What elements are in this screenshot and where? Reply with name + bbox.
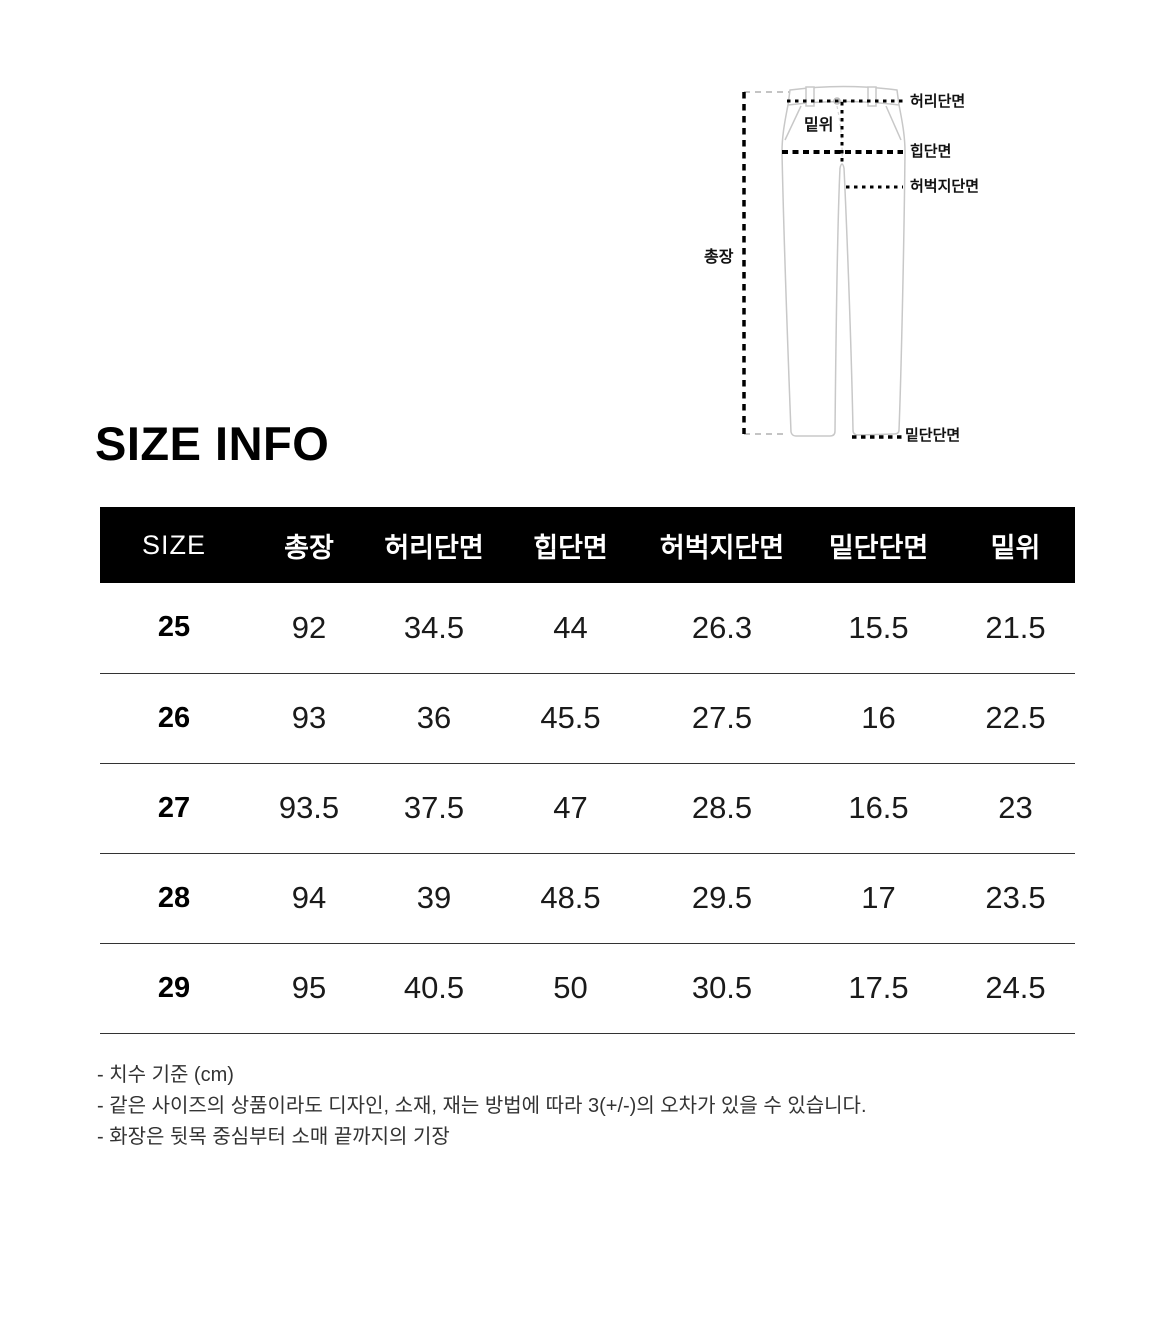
value-cell: 45.5 xyxy=(498,673,643,764)
diagram-label-waist: 허리단면 xyxy=(910,93,966,110)
diagram-label-thigh: 허벅지단면 xyxy=(910,178,980,195)
col-header-total-length: 총장 xyxy=(248,507,370,583)
size-cell: 27 xyxy=(100,763,248,854)
size-cell: 29 xyxy=(100,943,248,1034)
diagram-label-total-length: 총장 xyxy=(704,249,734,266)
col-header-hem: 밑단단면 xyxy=(801,507,956,583)
size-note-tolerance: - 같은 사이즈의 상품이라도 디자인, 소재, 재는 방법에 따라 3(+/-… xyxy=(97,1095,867,1117)
value-cell: 50 xyxy=(498,943,643,1034)
size-cell: 28 xyxy=(100,853,248,944)
size-table-header-row: SIZE 총장 허리단면 힙단면 허벅지단면 밑단단면 밑위 xyxy=(100,507,1075,583)
value-cell: 15.5 xyxy=(801,583,956,674)
table-row-size-26: 26 93 36 45.5 27.5 16 22.5 xyxy=(100,673,1075,764)
value-cell: 36 xyxy=(370,673,498,764)
value-cell: 48.5 xyxy=(498,853,643,944)
value-cell: 27.5 xyxy=(643,673,801,764)
size-notes: - 치수 기준 (cm) - 같은 사이즈의 상품이라도 디자인, 소재, 재는… xyxy=(97,1060,867,1153)
value-cell: 30.5 xyxy=(643,943,801,1034)
col-header-rise: 밑위 xyxy=(956,507,1075,583)
col-header-waist: 허리단면 xyxy=(370,507,498,583)
size-cell: 25 xyxy=(100,583,248,674)
table-row-size-25: 25 92 34.5 44 26.3 15.5 21.5 xyxy=(100,583,1075,674)
value-cell: 39 xyxy=(370,853,498,944)
value-cell: 17.5 xyxy=(801,943,956,1034)
value-cell: 23.5 xyxy=(956,853,1075,944)
value-cell: 47 xyxy=(498,763,643,854)
page-title: SIZE INFO xyxy=(95,417,330,470)
value-cell: 92 xyxy=(248,583,370,674)
value-cell: 22.5 xyxy=(956,673,1075,764)
size-table-section: SIZE 총장 허리단면 힙단면 허벅지단면 밑단단면 밑위 25 92 34.… xyxy=(100,507,1075,1034)
value-cell: 21.5 xyxy=(956,583,1075,674)
table-row-size-27: 27 93.5 37.5 47 28.5 16.5 23 xyxy=(100,763,1075,854)
value-cell: 17 xyxy=(801,853,956,944)
value-cell: 93 xyxy=(248,673,370,764)
value-cell: 23 xyxy=(956,763,1075,854)
value-cell: 28.5 xyxy=(643,763,801,854)
value-cell: 29.5 xyxy=(643,853,801,944)
value-cell: 34.5 xyxy=(370,583,498,674)
value-cell: 16.5 xyxy=(801,763,956,854)
value-cell: 26.3 xyxy=(643,583,801,674)
table-row-size-29: 29 95 40.5 50 30.5 17.5 24.5 xyxy=(100,943,1075,1034)
col-header-thigh: 허벅지단면 xyxy=(643,507,801,583)
size-cell: 26 xyxy=(100,673,248,764)
value-cell: 37.5 xyxy=(370,763,498,854)
diagram-label-hip: 힙단면 xyxy=(910,143,952,160)
diagram-label-hem: 밑단단면 xyxy=(905,427,961,444)
value-cell: 24.5 xyxy=(956,943,1075,1034)
value-cell: 40.5 xyxy=(370,943,498,1034)
value-cell: 44 xyxy=(498,583,643,674)
size-note-sleeve: - 화장은 뒷목 중심부터 소매 끝까지의 기장 xyxy=(97,1126,450,1148)
value-cell: 95 xyxy=(248,943,370,1034)
size-table: SIZE 총장 허리단면 힙단면 허벅지단면 밑단단면 밑위 25 92 34.… xyxy=(100,507,1075,1034)
col-header-size: SIZE xyxy=(100,507,248,583)
size-note-measure-unit: - 치수 기준 (cm) xyxy=(97,1064,234,1086)
col-header-hip: 힙단면 xyxy=(498,507,643,583)
diagram-label-rise: 밑위 xyxy=(804,117,834,134)
value-cell: 93.5 xyxy=(248,763,370,854)
pants-outline-illustration xyxy=(742,85,906,439)
value-cell: 16 xyxy=(801,673,956,764)
value-cell: 94 xyxy=(248,853,370,944)
table-row-size-28: 28 94 39 48.5 29.5 17 23.5 xyxy=(100,853,1075,944)
pants-measurement-diagram: 허리단면 힙단면 허벅지단면 밑단단면 총장 밑위 xyxy=(700,80,1000,460)
